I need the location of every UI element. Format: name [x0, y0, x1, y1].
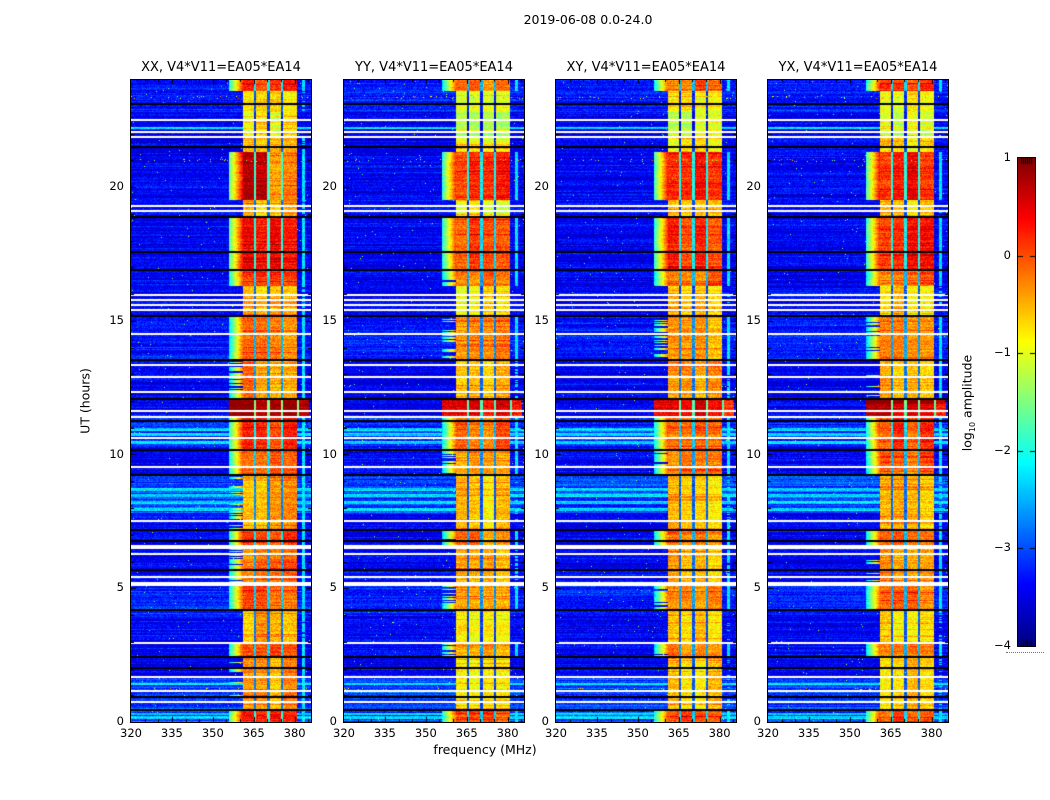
- y-tick-label: 20: [746, 179, 761, 193]
- spectrogram-xx-canvas: [131, 80, 311, 722]
- panel-xx: [130, 79, 312, 723]
- x-tick-label: 350: [838, 726, 861, 740]
- colorbar-tick-label: 0: [1003, 247, 1011, 262]
- spectrogram-xy-canvas: [556, 80, 736, 722]
- colorbar-label-sub10: 10: [967, 421, 977, 433]
- y-tick-label: 5: [541, 580, 549, 595]
- y-tick-label: 10: [534, 446, 549, 461]
- x-tick-label: 320: [333, 726, 355, 740]
- y-tick-label: 15: [109, 312, 124, 327]
- colorbar-tick-label: 1: [1003, 150, 1011, 164]
- spectrogram-yx-canvas: [768, 80, 948, 722]
- x-tick-label: 320: [120, 726, 142, 740]
- colorbar-tick-label: −1: [994, 345, 1011, 360]
- x-tick-label: 380: [920, 726, 943, 740]
- panel-xy: [555, 79, 737, 723]
- colorbar-label-log: log: [959, 432, 975, 452]
- x-tick-label: 350: [414, 726, 437, 740]
- y-tick-label: 15: [322, 312, 337, 327]
- y-tick-label: 0: [116, 714, 124, 728]
- colorbar-axis-label: log10 amplitude: [959, 355, 977, 451]
- panel-title-yx: YX, V4*V11=EA05*EA14: [778, 60, 938, 75]
- panel-yy: [343, 79, 525, 723]
- x-tick-label: 380: [283, 726, 306, 740]
- x-tick-label: 320: [545, 726, 567, 740]
- figure-title: 2019-06-08 0.0-24.0: [523, 12, 653, 27]
- x-tick-label: 350: [626, 726, 649, 740]
- x-axis-label: frequency (MHz): [433, 742, 537, 757]
- colorbar-tick-label: −2: [994, 442, 1011, 457]
- y-tick-label: 0: [329, 714, 337, 728]
- y-tick-label: 5: [116, 580, 124, 595]
- y-tick-label: 5: [753, 580, 761, 595]
- x-tick-label: 380: [496, 726, 519, 740]
- y-tick-label: 20: [109, 179, 124, 193]
- y-tick-label: 5: [329, 580, 337, 595]
- y-tick-label: 20: [534, 179, 549, 193]
- y-tick-label: 10: [109, 446, 124, 461]
- x-tick-label: 335: [373, 726, 396, 740]
- x-tick-label: 335: [797, 726, 820, 740]
- y-tick-label: 10: [746, 446, 761, 461]
- x-tick-label: 335: [585, 726, 608, 740]
- colorbar: [1017, 157, 1036, 647]
- y-tick-label: 15: [746, 312, 761, 327]
- colorbar-label-amplitude: amplitude: [959, 354, 975, 422]
- x-tick-label: 380: [708, 726, 731, 740]
- y-tick-label: 20: [322, 179, 337, 193]
- x-tick-label: 320: [757, 726, 779, 740]
- x-tick-label: 365: [667, 726, 690, 740]
- x-tick-label: 365: [242, 726, 265, 740]
- spectrogram-yy-canvas: [344, 80, 524, 722]
- panel-title-yy: YY, V4*V11=EA05*EA14: [355, 60, 513, 75]
- colorbar-minor-dots: [1006, 652, 1044, 653]
- y-tick-label: 0: [753, 714, 761, 728]
- colorbar-canvas: [1018, 158, 1035, 646]
- y-axis-label: UT (hours): [77, 368, 93, 434]
- x-tick-label: 350: [201, 726, 224, 740]
- x-tick-label: 365: [879, 726, 902, 740]
- x-tick-label: 335: [160, 726, 183, 740]
- panel-title-xx: XX, V4*V11=EA05*EA14: [141, 60, 301, 75]
- colorbar-tick-label: −4: [994, 638, 1011, 652]
- x-tick-label: 365: [455, 726, 478, 740]
- y-tick-label: 0: [541, 714, 549, 728]
- colorbar-tick-label: −3: [994, 540, 1011, 555]
- y-tick-label: 10: [322, 446, 337, 461]
- y-tick-label: 15: [534, 312, 549, 327]
- panel-title-xy: XY, V4*V11=EA05*EA14: [566, 60, 726, 75]
- panel-yx: [767, 79, 949, 723]
